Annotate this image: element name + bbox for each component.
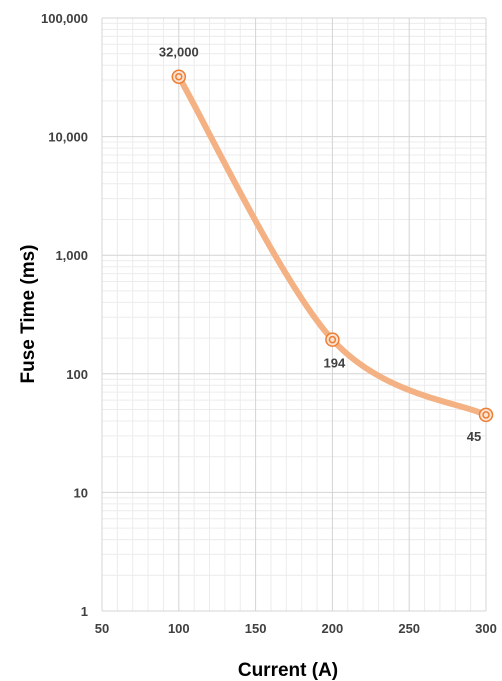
x-axis-title: Current (A) (238, 660, 338, 681)
data-point-marker-inner (328, 335, 337, 344)
series-layer (171, 69, 494, 423)
y-tick-label: 1,000 (55, 248, 88, 263)
data-point-marker (171, 69, 187, 84)
series-line (175, 73, 489, 418)
data-point-marker (478, 407, 494, 423)
major-gridlines (101, 17, 487, 612)
minor-gridlines (102, 18, 486, 611)
data-label: 194 (324, 356, 346, 371)
x-tick-label: 200 (322, 621, 344, 636)
x-tick-label: 50 (95, 621, 109, 636)
y-tick-label: 10 (74, 485, 88, 500)
y-tick-label: 100,000 (41, 11, 88, 26)
data-label: 32,000 (159, 45, 199, 60)
x-tick-label: 250 (398, 621, 420, 636)
y-tick-label: 100 (66, 367, 88, 382)
data-label: 45 (467, 429, 481, 444)
y-tick-label: 10,000 (48, 130, 88, 145)
x-tick-label: 300 (475, 621, 497, 636)
y-tick-label: 1 (81, 604, 88, 619)
data-point-marker-inner (175, 72, 183, 81)
labels-layer: 50 100 150 200 250 300 1 10 100 1,000 10,000 100,00… (41, 11, 497, 636)
x-tick-label: 150 (245, 621, 267, 636)
y-axis-title: Fuse Time (ms) (18, 244, 39, 383)
x-tick-label: 100 (168, 621, 190, 636)
data-point-marker (325, 332, 340, 347)
data-point-marker-inner (482, 411, 490, 419)
